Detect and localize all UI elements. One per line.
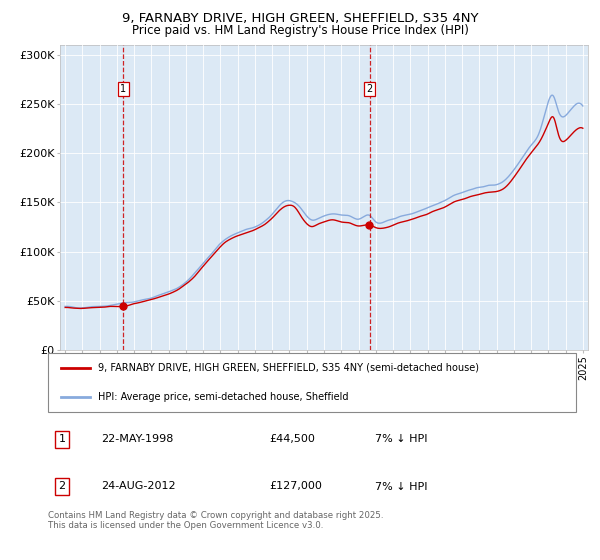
Text: Contains HM Land Registry data © Crown copyright and database right 2025.
This d: Contains HM Land Registry data © Crown c… [48, 511, 383, 530]
Text: 9, FARNABY DRIVE, HIGH GREEN, SHEFFIELD, S35 4NY: 9, FARNABY DRIVE, HIGH GREEN, SHEFFIELD,… [122, 12, 478, 25]
Text: 24-AUG-2012: 24-AUG-2012 [101, 482, 175, 492]
Text: 1: 1 [59, 435, 65, 444]
Text: 9, FARNABY DRIVE, HIGH GREEN, SHEFFIELD, S35 4NY (semi-detached house): 9, FARNABY DRIVE, HIGH GREEN, SHEFFIELD,… [98, 362, 479, 372]
Text: £44,500: £44,500 [270, 435, 316, 444]
Text: 1: 1 [121, 84, 127, 94]
Text: £127,000: £127,000 [270, 482, 323, 492]
Text: 7% ↓ HPI: 7% ↓ HPI [376, 435, 428, 444]
Text: 2: 2 [367, 84, 373, 94]
Text: 7% ↓ HPI: 7% ↓ HPI [376, 482, 428, 492]
Text: 2: 2 [59, 482, 65, 492]
Text: Price paid vs. HM Land Registry's House Price Index (HPI): Price paid vs. HM Land Registry's House … [131, 24, 469, 36]
Text: 22-MAY-1998: 22-MAY-1998 [101, 435, 173, 444]
Text: HPI: Average price, semi-detached house, Sheffield: HPI: Average price, semi-detached house,… [98, 392, 349, 402]
